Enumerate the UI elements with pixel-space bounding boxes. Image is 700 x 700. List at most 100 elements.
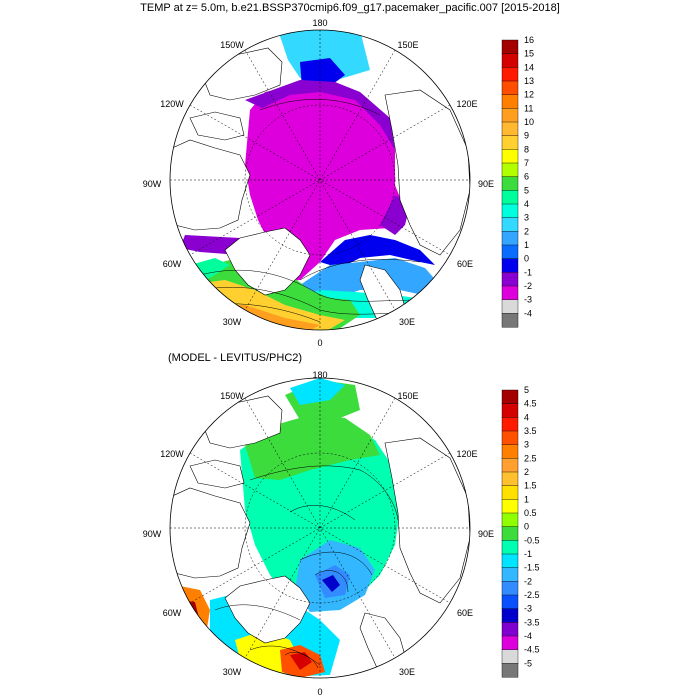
top-lon-120w: 120W — [160, 99, 184, 109]
colorbar-swatch — [501, 67, 519, 82]
colorbar-label: 10 — [524, 117, 534, 127]
colorbar-swatch — [501, 540, 519, 555]
alaska-land — [199, 47, 283, 101]
colorbar-label: 6 — [524, 172, 529, 182]
colorbar-swatch — [501, 149, 519, 164]
colorbar-swatch — [501, 176, 519, 191]
colorbar-swatch — [501, 190, 519, 205]
colorbar-label: 3 — [524, 440, 529, 450]
colorbar-swatch — [501, 553, 519, 569]
colorbar-label: -2 — [524, 576, 532, 586]
top-lon-0: 0 — [317, 338, 322, 348]
colorbar-label: -5 — [524, 658, 532, 668]
colorbar-swatch — [501, 121, 519, 137]
siberia-land — [384, 89, 470, 256]
top-lon-60w: 60W — [163, 259, 182, 269]
bottom-lon-0: 0 — [317, 687, 322, 697]
colorbar-label: -3.5 — [524, 617, 540, 627]
colorbar-label: 9 — [524, 131, 529, 141]
bottom-lon-60e: 60E — [457, 608, 473, 618]
top-lon-30w: 30W — [223, 317, 242, 327]
colorbar-swatch — [501, 567, 519, 582]
top-lon-60e: 60E — [457, 259, 473, 269]
colorbar-label: -4 — [524, 308, 532, 318]
colorbar-label: -4.5 — [524, 645, 540, 655]
bottom-lon-180: 180 — [312, 370, 327, 380]
colorbar-label: 5 — [524, 185, 529, 195]
colorbar-swatch — [501, 526, 519, 541]
top-lon-180: 180 — [312, 18, 327, 28]
colorbar-swatch — [501, 217, 519, 232]
colorbar-swatch — [501, 94, 519, 109]
bottom-lon-30w: 30W — [223, 667, 242, 677]
bottom-lon-150w: 150W — [220, 391, 244, 401]
colorbar-label: 11 — [524, 103, 533, 113]
colorbar-swatch — [501, 39, 519, 55]
bottom-lon-120e: 120E — [456, 449, 477, 459]
greenland-land — [224, 227, 311, 296]
bottom-graticule — [170, 378, 470, 678]
greenland-land-bottom — [224, 575, 311, 644]
top-lon-150w: 150W — [220, 40, 244, 50]
top-lon-30e: 30E — [399, 317, 415, 327]
colorbar-swatch — [501, 663, 519, 678]
bottom-lon-60w: 60W — [163, 608, 182, 618]
colorbar-swatch — [501, 231, 519, 246]
colorbar-label: 5 — [524, 385, 529, 395]
colorbar-swatch — [501, 471, 519, 487]
colorbar-swatch — [501, 622, 519, 637]
top-lon-150e: 150E — [397, 40, 418, 50]
colorbar-label: -2 — [524, 281, 532, 291]
colorbar-swatch — [501, 80, 519, 96]
colorbar-swatch — [501, 299, 519, 314]
colorbar-swatch — [501, 512, 519, 528]
colorbar-label: 1 — [524, 240, 529, 250]
bottom-lon-120w: 120W — [160, 449, 184, 459]
colorbar-swatch — [501, 485, 519, 500]
colorbar-swatch — [501, 417, 519, 432]
colorbar-label: 12 — [524, 90, 534, 100]
colorbar-swatch — [501, 444, 519, 459]
colorbar-label: 0 — [524, 522, 529, 532]
colorbar-label: -1 — [524, 267, 532, 277]
colorbar-swatch — [501, 272, 519, 287]
colorbar-label: -1 — [524, 549, 532, 559]
colorbar-swatch — [501, 53, 519, 68]
colorbar-label: -4 — [524, 631, 532, 641]
colorbar-label: 7 — [524, 158, 529, 168]
colorbar-label: -0.5 — [524, 535, 540, 545]
colorbar-label: 3 — [524, 213, 529, 223]
colorbar-swatch — [501, 403, 519, 418]
colorbar-label: -2.5 — [524, 590, 540, 600]
colorbar-swatch — [501, 649, 519, 664]
colorbar-label: 16 — [524, 35, 534, 45]
colorbar-swatch — [501, 608, 519, 623]
top-graticule — [170, 30, 470, 330]
colorbar-label: 0 — [524, 254, 529, 264]
top-lon-90w: 90W — [143, 179, 162, 189]
colorbar-swatch — [501, 162, 519, 178]
colorbar-swatch — [501, 499, 519, 514]
bottom-colorbar: 5 4.5 4 3.5 3 2.5 2 1.5 1 0.5 0 -0.5 -1 -1.5 -2 -2.5 -3 -… — [501, 385, 540, 678]
panel-subtitle: (MODEL - LEVITUS/PHC2) — [168, 352, 303, 364]
colorbar-swatch — [501, 581, 519, 596]
colorbar-label: 4 — [524, 412, 529, 422]
colorbar-label: 1.5 — [524, 481, 537, 491]
colorbar-swatch — [501, 203, 519, 219]
bottom-lon-150e: 150E — [397, 391, 418, 401]
colorbar-label: 14 — [524, 62, 534, 72]
colorbar-swatch — [501, 258, 519, 273]
colorbar-swatch — [501, 244, 519, 260]
colorbar-swatch — [501, 635, 519, 651]
colorbar-label: 3.5 — [524, 426, 537, 436]
figure-title: TEMP at z= 5.0m, b.e21.BSSP370cmip6.f09_… — [140, 2, 560, 14]
colorbar-swatch — [501, 430, 519, 446]
colorbar-label: -3 — [524, 604, 532, 614]
colorbar-label: 13 — [524, 76, 534, 86]
colorbar-swatch — [501, 135, 519, 150]
colorbar-label: 1 — [524, 494, 529, 504]
colorbar-swatch — [501, 108, 519, 123]
colorbar-label: 15 — [524, 49, 534, 59]
top-lon-120e: 120E — [456, 99, 477, 109]
